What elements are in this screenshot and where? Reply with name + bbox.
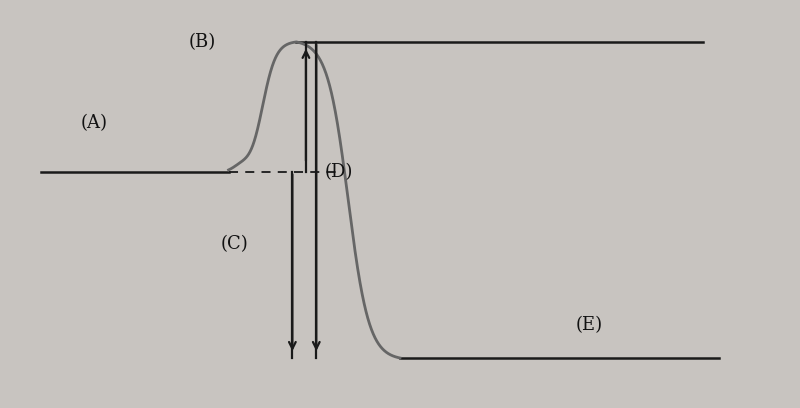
- Text: (A): (A): [81, 114, 108, 132]
- Text: (E): (E): [575, 317, 602, 335]
- Text: (C): (C): [221, 235, 249, 253]
- Text: (B): (B): [189, 33, 216, 51]
- Text: (D): (D): [324, 162, 353, 181]
